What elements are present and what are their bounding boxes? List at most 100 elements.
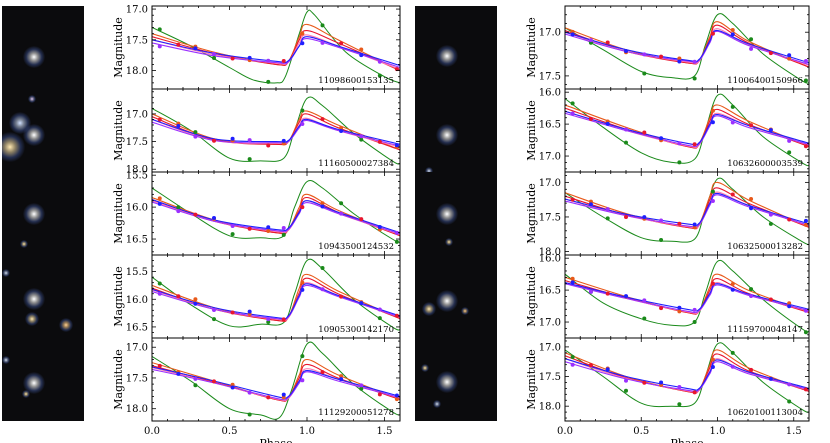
data-point-purple xyxy=(570,362,575,367)
data-point-blue xyxy=(588,202,593,207)
star-glow xyxy=(25,312,39,326)
data-point-blue xyxy=(730,287,735,292)
data-point-blue xyxy=(710,120,715,125)
data-point-blue xyxy=(359,53,364,58)
data-point-purple xyxy=(803,58,808,63)
star-glow xyxy=(436,45,458,67)
data-point-red xyxy=(692,142,697,147)
data-point-purple xyxy=(320,40,325,45)
data-point-purple xyxy=(787,138,792,143)
curves xyxy=(565,177,809,246)
data-point-blue xyxy=(570,280,575,285)
data-point-orange xyxy=(803,222,808,227)
data-point-blue xyxy=(659,136,664,141)
data-point-purple xyxy=(570,111,575,116)
data-point-green xyxy=(176,205,181,210)
star-id-label: 11160500027384 xyxy=(318,159,394,169)
data-point-blue xyxy=(176,371,181,376)
y-tick-label: 17.5 xyxy=(539,71,561,82)
data-point-blue xyxy=(394,143,399,148)
data-point-purple xyxy=(803,308,808,313)
data-point-green xyxy=(803,78,808,83)
data-point-red xyxy=(377,392,382,397)
x-tick-label: 1.0 xyxy=(299,426,315,437)
data-point-red xyxy=(212,138,216,143)
data-point-purple xyxy=(730,364,735,369)
panel-left-5: 17.0 17.5 18.0 11129200051278 Magnitude 0.0 0.… xyxy=(112,337,401,443)
data-point-red xyxy=(320,370,325,375)
data-point-green xyxy=(157,281,162,286)
data-point-red xyxy=(193,212,198,217)
data-point-red xyxy=(588,117,593,122)
data-point-red xyxy=(659,54,664,59)
data-point-green xyxy=(377,73,382,78)
curves xyxy=(152,9,400,84)
data-point-purple xyxy=(320,287,325,292)
data-point-green xyxy=(247,157,252,162)
x-tick-label: 1.0 xyxy=(710,426,726,437)
data-point-blue xyxy=(377,224,382,229)
data-point-blue xyxy=(624,294,628,299)
data-point-orange xyxy=(300,31,305,36)
data-point-orange xyxy=(359,47,364,52)
data-point-red xyxy=(677,221,682,226)
data-point-orange xyxy=(193,297,198,302)
data-point-red xyxy=(300,205,305,210)
data-point-orange xyxy=(787,301,792,306)
data-point-green xyxy=(247,412,252,417)
data-point-blue xyxy=(247,55,252,60)
data-point-orange xyxy=(730,28,735,33)
data-point-green xyxy=(359,137,364,142)
star-glow xyxy=(23,203,45,225)
data-point-red xyxy=(605,291,610,296)
data-point-green xyxy=(212,317,216,322)
data-point-blue xyxy=(605,121,610,126)
data-point-green xyxy=(212,55,216,60)
y-tick-label: 18.0 xyxy=(539,402,561,413)
data-point-green xyxy=(300,354,305,359)
data-point-green xyxy=(642,316,647,321)
panel-right-5: 17.0 17.5 18.0 10620100113004 Magnitude 0.0 0.… xyxy=(525,337,810,443)
y-tick-label: 17.0 xyxy=(539,152,561,163)
data-point-purple xyxy=(377,307,382,312)
star-thumbnail xyxy=(415,6,497,89)
data-point-blue xyxy=(803,218,808,223)
y-tick-label: 17.0 xyxy=(126,5,148,16)
series-line-purple xyxy=(565,112,809,148)
data-points xyxy=(157,354,399,417)
y-axis-label: Magnitude xyxy=(112,183,125,244)
data-point-blue xyxy=(394,393,399,398)
data-point-purple xyxy=(157,44,162,49)
star-thumbnail xyxy=(2,6,84,89)
star-glow xyxy=(436,124,458,146)
y-tick-label: 17.0 xyxy=(539,342,561,353)
y-tick-label: 17.5 xyxy=(126,35,148,46)
data-point-red xyxy=(377,139,382,144)
data-point-green xyxy=(359,386,364,391)
data-point-red xyxy=(281,317,286,322)
data-point-red xyxy=(230,56,235,61)
data-point-orange xyxy=(570,276,575,281)
data-point-purple xyxy=(768,212,773,217)
y-tick-label: 16.0 xyxy=(539,88,561,99)
x-tick-label: 0.5 xyxy=(633,426,649,437)
series-line-orange xyxy=(565,181,809,229)
data-point-orange xyxy=(730,282,735,287)
data-point-orange xyxy=(677,56,682,61)
data-point-red xyxy=(749,367,754,372)
data-point-green xyxy=(570,101,575,106)
data-point-purple xyxy=(624,127,628,132)
data-point-green xyxy=(230,232,235,237)
data-point-red xyxy=(710,281,715,286)
series-line-orange xyxy=(565,273,809,315)
x-tick-label: 0.0 xyxy=(144,426,160,437)
y-tick-label: 17.5 xyxy=(539,212,561,223)
series-line-purple xyxy=(565,194,809,228)
star-glow xyxy=(444,237,454,247)
y-axis-label: Magnitude xyxy=(112,17,125,78)
data-point-red xyxy=(230,310,235,315)
data-point-red xyxy=(247,226,252,231)
star-glow xyxy=(2,355,11,365)
data-point-red xyxy=(749,123,754,128)
data-point-orange xyxy=(320,201,325,206)
